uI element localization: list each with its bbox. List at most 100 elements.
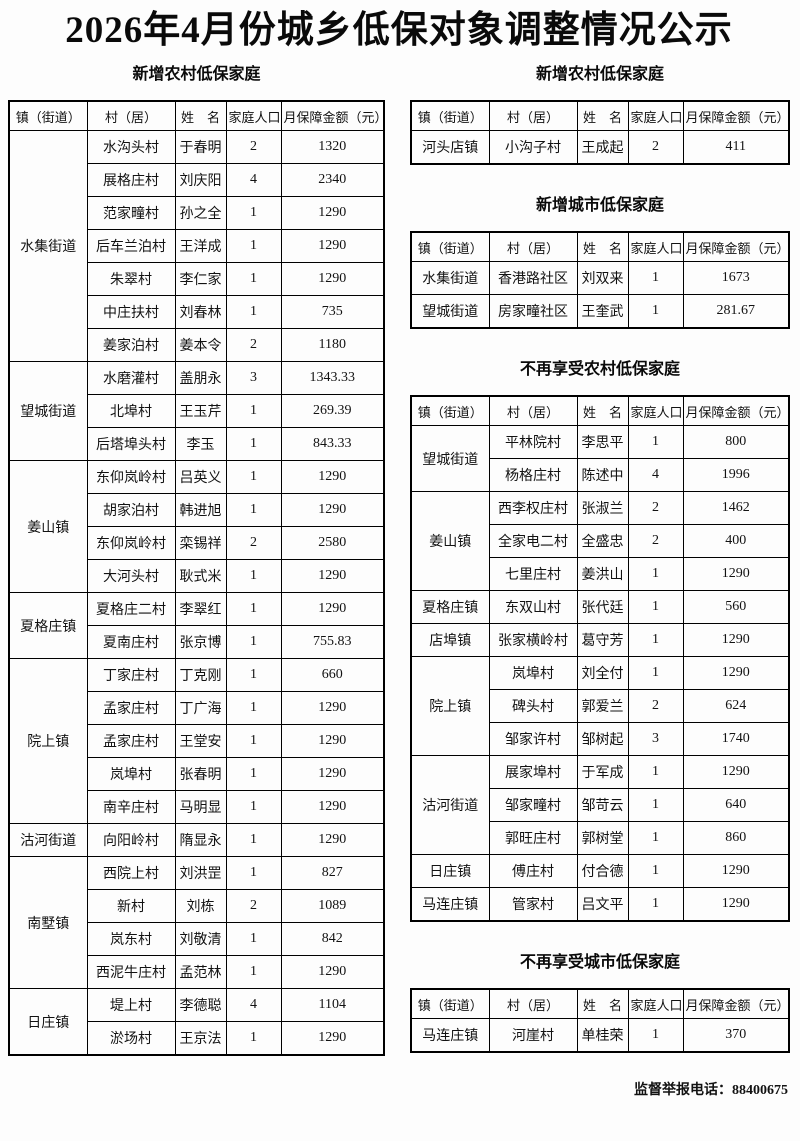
town-cell: 姜山镇 [8,460,88,593]
table-row: 七里庄村 姜洪山 1 1290 [411,557,790,591]
table-row: 夏格庄镇 夏格庄二村 李翠红 1 1290 [8,592,385,659]
name-cell: 王堂安 [174,724,227,758]
column-header: 姓 名 [576,988,629,1019]
town-cell: 沽河街道 [8,823,88,857]
household-size-cell: 1 [225,592,282,626]
household-size-cell: 1 [225,625,282,659]
name-cell: 刘春林 [174,295,227,329]
name-cell: 隋显永 [174,823,227,857]
household-size-cell: 1 [627,557,684,591]
column-header: 家庭人口 [627,100,684,131]
village-cell: 房家疃社区 [488,294,578,329]
household-size-cell: 1 [225,427,282,461]
household-size-cell: 1 [627,623,684,657]
village-cell: 淤场村 [86,1021,176,1056]
name-cell: 李翠红 [174,592,227,626]
town-cell: 院上镇 [410,656,490,756]
column-header: 月保障金额（元） [682,988,790,1019]
table-row: 姜山镇 东仰岚岭村 吕英义 1 1290 [8,460,385,593]
table-row: 胡家泊村 韩进旭 1 1290 [9,493,385,527]
household-size-cell: 1 [225,1021,282,1056]
village-cell: 岚东村 [86,922,176,956]
village-cell: 水沟头村 [86,130,176,164]
household-size-cell: 1 [627,887,684,922]
village-cell: 展家埠村 [488,755,578,789]
table-row: 水集街道 香港路社区 刘双来 1 1673 [410,261,790,295]
table-row: 夏格庄镇 东双山村 张代廷 1 560 [410,590,790,624]
household-size-cell: 1 [627,261,684,295]
table-row: 日庄镇 傅庄村 付合德 1 1290 [410,854,790,888]
village-cell: 孟家庄村 [86,724,176,758]
village-cell: 朱翠村 [86,262,176,296]
name-cell: 王京法 [174,1021,227,1056]
household-size-cell: 2 [225,889,282,923]
town-cell: 姜山镇 [410,491,490,591]
village-cell: 展格庄村 [86,163,176,197]
name-cell: 吕英义 [174,460,227,494]
name-cell: 孟范林 [174,955,227,989]
table-row: 郭旺庄村 郭树堂 1 860 [411,821,790,855]
table-title: 新增农村低保家庭 [535,66,664,83]
village-cell: 西李权庄村 [488,491,578,525]
table-row: 南墅镇 西院上村 刘洪罡 1 827 [8,856,385,989]
name-cell: 刘栋 [174,889,227,923]
village-cell: 后车兰泊村 [86,229,176,263]
name-cell: 付合德 [576,854,629,888]
village-cell: 杨格庄村 [488,458,578,492]
name-cell: 吕文平 [576,887,629,922]
town-cell: 望城街道 [8,361,88,461]
town-cell: 日庄镇 [410,854,490,888]
household-size-cell: 1 [225,658,282,692]
village-cell: 大河头村 [86,559,176,593]
table-row: 望城街道 平林院村 李思平 1 800 [410,425,790,492]
village-cell: 张家横岭村 [488,623,578,657]
village-cell: 中庄扶村 [86,295,176,329]
column-header: 村（居） [488,988,578,1019]
amount-cell: 2580 [280,526,385,560]
village-cell: 邹家许村 [488,722,578,756]
amount-cell: 281.67 [682,294,790,329]
amount-cell: 1290 [280,724,385,758]
household-size-cell: 1 [225,493,282,527]
amount-cell: 1290 [280,559,385,593]
table-row: 沽河街道 展家埠村 于军成 1 1290 [410,755,790,855]
table-row: 邹家许村 邹树起 3 1740 [411,722,790,756]
amount-cell: 1290 [280,460,385,494]
column-header: 村（居） [86,100,176,131]
column-header: 镇（街道） [8,100,88,131]
column-header: 镇（街道） [410,395,490,426]
amount-cell: 400 [682,524,790,558]
name-cell: 刘庆阳 [174,163,227,197]
amount-cell: 1089 [280,889,385,923]
village-cell: 碑头村 [488,689,578,723]
town-cell: 夏格庄镇 [410,590,490,624]
header-row: 镇（街道） 村（居）姓 名家庭人口 月保障金额（元） [410,100,790,131]
benefit-table: 镇（街道） 村（居）姓 名家庭人口 月保障金额（元） 水集街道 水沟头村 于春明 2 1320… [8,100,385,1056]
name-cell: 郭爱兰 [576,689,629,723]
name-cell: 王奎武 [576,294,629,329]
column-header: 家庭人口 [225,100,282,131]
name-cell: 王玉芹 [174,394,227,428]
column-header: 姓 名 [174,100,227,131]
table-row: 朱翠村 李仁家 1 1290 [9,262,385,296]
household-size-cell: 3 [627,722,684,756]
village-cell: 姜家泊村 [86,328,176,362]
village-cell: 七里庄村 [488,557,578,591]
table-section-removed-rural: 不再享受农村低保家庭 镇（街道） 村（居）姓 名家庭人口 月保障金额（元） 望城街道 平林… [410,361,790,922]
village-cell: 香港路社区 [488,261,578,295]
column-header: 村（居） [488,395,578,426]
name-cell: 于春明 [174,130,227,164]
town-cell: 马连庄镇 [410,887,490,922]
name-cell: 丁克刚 [174,658,227,692]
name-cell: 耿式米 [174,559,227,593]
town-cell: 夏格庄镇 [8,592,88,659]
household-size-cell: 1 [225,790,282,824]
amount-cell: 1290 [280,757,385,791]
village-cell: 胡家泊村 [86,493,176,527]
village-cell: 堤上村 [86,988,176,1022]
village-cell: 郭旺庄村 [488,821,578,855]
town-cell: 水集街道 [8,130,88,362]
amount-cell: 411 [682,130,790,165]
name-cell: 姜洪山 [576,557,629,591]
